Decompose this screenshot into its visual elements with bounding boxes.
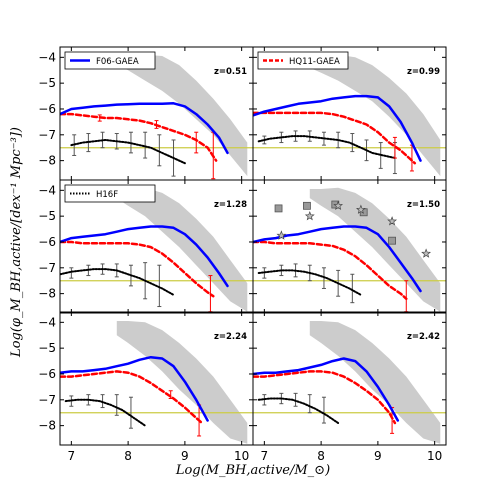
h16f-line [257,269,362,296]
panel-6: 7 8 9 10 z=2.42 [252,311,447,463]
hq11-line [253,370,397,425]
hq11-line [60,240,215,298]
y-tick-label: −4 [38,50,56,64]
panel-2: z=0.99 HQ11-GAEA [252,46,447,181]
y-tick-label: −7 [38,128,56,142]
x-tick-label: 8 [124,449,132,463]
legend: F06-GAEA [64,51,156,70]
panel-frame [252,179,447,314]
y-tick-label: −5 [38,341,56,355]
f06-line [60,102,229,155]
x-tick-label: 7 [68,449,76,463]
legend: HQ11-GAEA [257,51,349,70]
redshift-label: z=0.51 [214,67,247,77]
legend-box [257,51,349,70]
panel-4: z=1.50 [252,179,447,314]
x-tick-label: 7 [261,449,269,463]
h16f-line [70,139,186,165]
x-tick-label: 9 [374,449,382,463]
panel-1: −4 −5 −6 −7 −8 z=0.51 F06-GAEA [38,46,254,181]
x-tick-label: 10 [234,449,249,463]
legend: H16F [64,184,156,203]
y-tick-label: −4 [38,315,56,329]
hq11-line [253,111,417,165]
redshift-label: z=1.50 [407,200,440,210]
y-tick-label: −7 [38,393,56,407]
y-tick-label: −5 [38,209,56,223]
hq11-line [60,112,218,162]
f06-line [253,94,422,162]
h16f-line [64,398,147,427]
y-tick-label: −6 [38,367,56,381]
panel-plot-area [60,321,253,444]
redshift-label: z=0.99 [407,67,440,77]
hq11-line [60,370,204,425]
y-tick-label: −7 [38,261,56,275]
panel-plot-area [253,187,446,313]
panel-3: −4 −5 −6 −7 −8 z=1.28 H16F [38,179,254,314]
star-marker [356,204,366,214]
star-marker [421,248,431,258]
panel-5: −4 −5 −6 −7 −8 7 8 9 10 z=2.24 [38,311,254,463]
star-marker [304,211,315,221]
panel-plot-area [253,321,446,444]
x-tick-label: 8 [317,449,325,463]
square-marker [388,236,396,245]
redshift-label: z=2.42 [407,332,440,342]
y-tick-label: −6 [38,102,56,116]
legend-box [64,184,156,203]
hq11-line [253,240,408,301]
panel-frame [252,311,447,446]
square-marker [274,204,283,213]
legend-label: H16F [96,190,118,200]
f06-line [253,357,400,422]
y-tick-label: −5 [38,76,56,90]
f06-line [60,225,229,288]
legend-label: F06-GAEA [96,57,139,67]
square-marker [303,201,311,210]
y-tick-label: −8 [38,154,56,168]
y-tick-label: −8 [38,287,56,301]
h16f-line [60,268,175,296]
h16f-line [257,397,340,424]
x-tick-label: 10 [427,449,442,463]
panel-plot-area [60,187,253,313]
legend-box [64,51,156,70]
star-marker [333,200,344,210]
y-axis-label: Log(φ_M_BH,active/[dex⁻¹ Mpc⁻³]) [9,127,24,358]
x-tick-label: 9 [181,449,189,463]
legend-label: HQ11-GAEA [289,57,340,67]
star-marker [387,216,398,226]
redshift-label: z=2.24 [214,332,247,342]
y-tick-label: −8 [38,419,56,433]
star-marker [276,230,287,240]
x-axis-label: Log(M_BH,active/M_⊙) [175,463,330,478]
redshift-label: z=1.28 [214,200,247,210]
f06-line [60,355,209,422]
y-tick-label: −4 [38,183,56,197]
y-tick-label: −6 [38,235,56,249]
h16f-line [257,135,396,159]
